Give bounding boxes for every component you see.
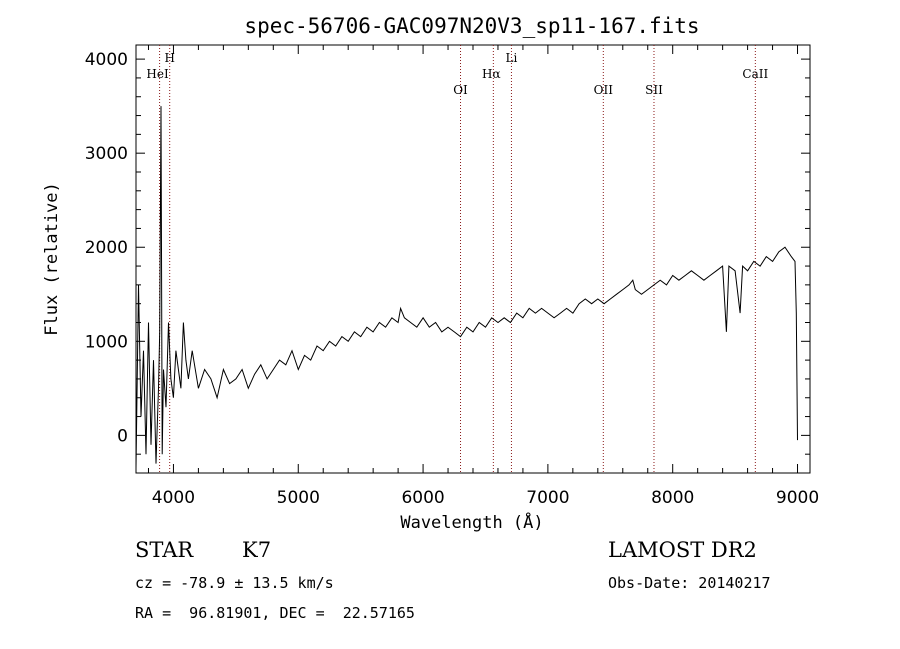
object-class: STAR	[135, 538, 194, 562]
line-marker-label: OII	[594, 83, 614, 97]
y-tick-label: 2000	[85, 238, 128, 258]
y-axis: 0 1000 2000 3000 4000	[85, 50, 810, 455]
chart-title: spec-56706-GAC097N20V3_sp11-167.fits	[244, 14, 699, 38]
x-tick-label: 4000	[152, 488, 195, 508]
line-marker-label: Hα	[482, 67, 501, 81]
survey-name: LAMOST DR2	[608, 538, 757, 562]
x-tick-label: 7000	[526, 488, 569, 508]
line-marker-label: H	[164, 51, 174, 65]
x-tick-label: 8000	[651, 488, 694, 508]
line-marker-label: HeI	[146, 67, 169, 81]
x-tick-label: 5000	[277, 488, 320, 508]
line-marker-label: CaII	[742, 67, 768, 81]
y-tick-label: 4000	[85, 50, 128, 70]
spectral-line-markers: HeI H OI Hα Li OII SII CaII	[146, 45, 768, 473]
line-marker-label: SII	[645, 83, 663, 97]
y-tick-label: 0	[117, 426, 128, 446]
spectrum-series-line	[135, 106, 798, 469]
x-tick-label: 9000	[776, 488, 819, 508]
y-axis-label: Flux (relative)	[42, 182, 62, 336]
line-marker-label: Li	[506, 51, 518, 65]
y-tick-label: 1000	[85, 332, 128, 352]
plot-frame	[135, 44, 811, 474]
x-axis-label: Wavelength (Å)	[400, 511, 543, 533]
y-tick-label: 3000	[85, 144, 128, 164]
x-axis: 4000 5000 6000 7000 8000 9000	[147, 45, 819, 508]
line-marker-label: OI	[453, 83, 468, 97]
x-tick-label: 6000	[401, 488, 444, 508]
object-subclass: K7	[242, 538, 272, 562]
coordinates-readout: RA = 96.81901, DEC = 22.57165	[135, 604, 415, 622]
redshift-readout: cz = -78.9 ± 13.5 km/s	[135, 574, 334, 592]
obs-date: Obs-Date: 20140217	[608, 574, 771, 592]
